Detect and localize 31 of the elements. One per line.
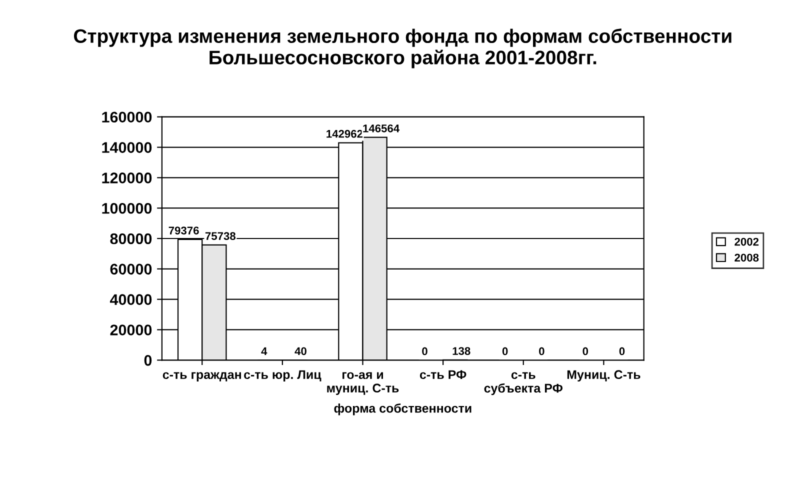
data-label: 0 xyxy=(539,347,544,356)
y-tick-label: 60000 xyxy=(110,264,152,275)
legend-label: 2008 xyxy=(734,254,759,262)
x-tick-label: с-ть субъекта РФ xyxy=(484,372,563,396)
legend-label: 2002 xyxy=(734,238,759,246)
y-tick-label: 160000 xyxy=(102,112,152,123)
data-label: 0 xyxy=(619,347,625,356)
data-label: 40 xyxy=(294,347,306,356)
data-label: 138 xyxy=(452,347,470,355)
data-label: 79376 xyxy=(168,226,199,234)
data-label: 146564 xyxy=(363,124,400,132)
data-label: 0 xyxy=(502,347,508,356)
x-tick-label: с-ть граждан xyxy=(162,372,241,382)
x-tick-label: с-ть РФ xyxy=(420,370,466,380)
y-tick-label: 140000 xyxy=(102,142,152,153)
data-label: 0 xyxy=(582,347,588,356)
x-tick-label: го-ая и муниц. С-ть xyxy=(327,372,399,395)
y-tick-label: 40000 xyxy=(110,294,152,306)
y-tick-label: 20000 xyxy=(110,324,152,336)
data-label: 4 xyxy=(261,347,268,356)
data-label: 75738 xyxy=(205,232,236,240)
y-tick-label: 0 xyxy=(144,355,152,366)
y-tick-label: 100000 xyxy=(102,202,152,214)
x-axis-title: форма собственности xyxy=(334,403,472,416)
x-tick-label: с-ть юр. Лиц xyxy=(244,370,322,382)
data-label: 142962 xyxy=(326,130,363,138)
chart-title: Структура изменения земельного фонда по формам собственности Большесосновского района 2001-2008гг. xyxy=(74,28,732,68)
data-label: 0 xyxy=(422,347,428,356)
y-tick-label: 120000 xyxy=(102,172,152,184)
y-tick-label: 80000 xyxy=(110,233,152,244)
x-tick-label: Муниц. С-ть xyxy=(567,370,640,382)
